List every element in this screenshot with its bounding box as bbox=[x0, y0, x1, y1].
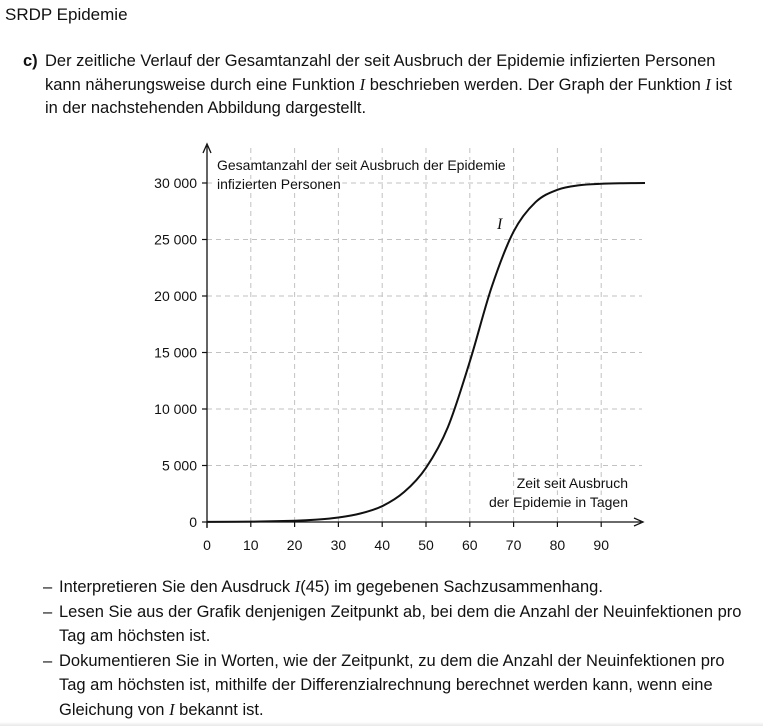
bullet-1-math-i: I bbox=[294, 577, 301, 596]
chart-labels: Gesamtanzahl der seit Ausbruch der Epide… bbox=[215, 155, 631, 513]
chart-grid bbox=[207, 148, 642, 522]
bullet-item-3: – Dokumentieren Sie in Worten, wie der Z… bbox=[43, 649, 755, 723]
task-c: c) Der zeitliche Verlauf der Gesamtanzah… bbox=[23, 50, 743, 120]
x-tick-label: 10 bbox=[243, 537, 259, 553]
intro-text-2: beschrieben werden. Der Graph der Funkti… bbox=[365, 76, 706, 94]
bullet-item-1: – Interpretieren Sie den Ausdruck I(45) … bbox=[43, 575, 755, 600]
y-tick-label: 15 000 bbox=[154, 345, 197, 361]
bullet-item-2: – Lesen Sie aus der Grafik denjenigen Ze… bbox=[43, 600, 755, 649]
y-tick-label: 10 000 bbox=[154, 401, 197, 417]
chart-ticks: 0 10 20 30 40 50 60 70 80 90 0 5 000 10 000 15 000 20 … bbox=[154, 175, 609, 553]
bullet-2-text: Lesen Sie aus der Grafik denjenigen Zeit… bbox=[59, 602, 742, 646]
y-axis-label: Gesamtanzahl der seit Ausbruch der Epide… bbox=[217, 157, 506, 173]
bullet-3-text-1: Dokumentieren Sie in Worten, wie der Zei… bbox=[59, 651, 725, 719]
x-tick-label: 60 bbox=[462, 537, 478, 553]
intro-text-1: Der zeitliche Verlauf der Gesamtanzahl d… bbox=[45, 52, 716, 94]
x-tick-label: 0 bbox=[203, 537, 211, 553]
task-label: c) bbox=[23, 52, 38, 70]
chart: 0 10 20 30 40 50 60 70 80 90 0 5 000 10 000 15 000 20 … bbox=[154, 142, 646, 553]
intro-text-3: ist in der nachstehenden Abbildung darge… bbox=[45, 76, 732, 117]
x-tick-label: 80 bbox=[550, 537, 566, 553]
bullet-1-text-1: Interpretieren Sie den Ausdruck bbox=[59, 578, 295, 596]
x-tick-label: 40 bbox=[374, 537, 390, 553]
task-bullets: – Interpretieren Sie den Ausdruck I(45) … bbox=[43, 575, 755, 722]
bullet-3-math-i: I bbox=[169, 699, 175, 719]
y-tick-label: 5 000 bbox=[162, 458, 197, 474]
y-axis-label: infizierten Personen bbox=[217, 176, 341, 192]
y-axis-arrow bbox=[202, 142, 212, 154]
bullet-1-text-2: (45) im gegebenen Sachzusammenhang. bbox=[300, 578, 603, 596]
y-tick-label: 25 000 bbox=[154, 232, 197, 248]
bullet-dash: – bbox=[43, 651, 53, 670]
x-axis-label: Zeit seit Ausbruch bbox=[517, 475, 628, 491]
y-tick-label: 30 000 bbox=[154, 175, 197, 191]
x-axis-arrow bbox=[633, 517, 645, 527]
bottom-edge-shade bbox=[0, 722, 763, 726]
x-tick-label: 20 bbox=[287, 537, 303, 553]
intro-math-i-2: I bbox=[705, 75, 711, 94]
intro-math-i-1: I bbox=[359, 75, 366, 94]
bullet-dash: – bbox=[43, 602, 53, 621]
curve-label: I bbox=[496, 216, 503, 233]
chart-series-line bbox=[206, 182, 646, 523]
y-tick-label: 0 bbox=[189, 514, 197, 530]
y-tick-label: 20 000 bbox=[154, 288, 197, 304]
x-tick-label: 30 bbox=[331, 537, 347, 553]
page-header: SRDP Epidemie bbox=[5, 5, 128, 24]
x-tick-label: 70 bbox=[506, 537, 522, 553]
x-axis-label: der Epidemie in Tagen bbox=[489, 494, 628, 510]
x-tick-label: 50 bbox=[418, 537, 434, 553]
bullet-dash: – bbox=[43, 578, 53, 596]
x-tick-label: 90 bbox=[593, 537, 609, 553]
task-intro: Der zeitliche Verlauf der Gesamtanzahl d… bbox=[45, 50, 743, 120]
bullet-3-text-2: bekannt ist. bbox=[174, 700, 264, 719]
